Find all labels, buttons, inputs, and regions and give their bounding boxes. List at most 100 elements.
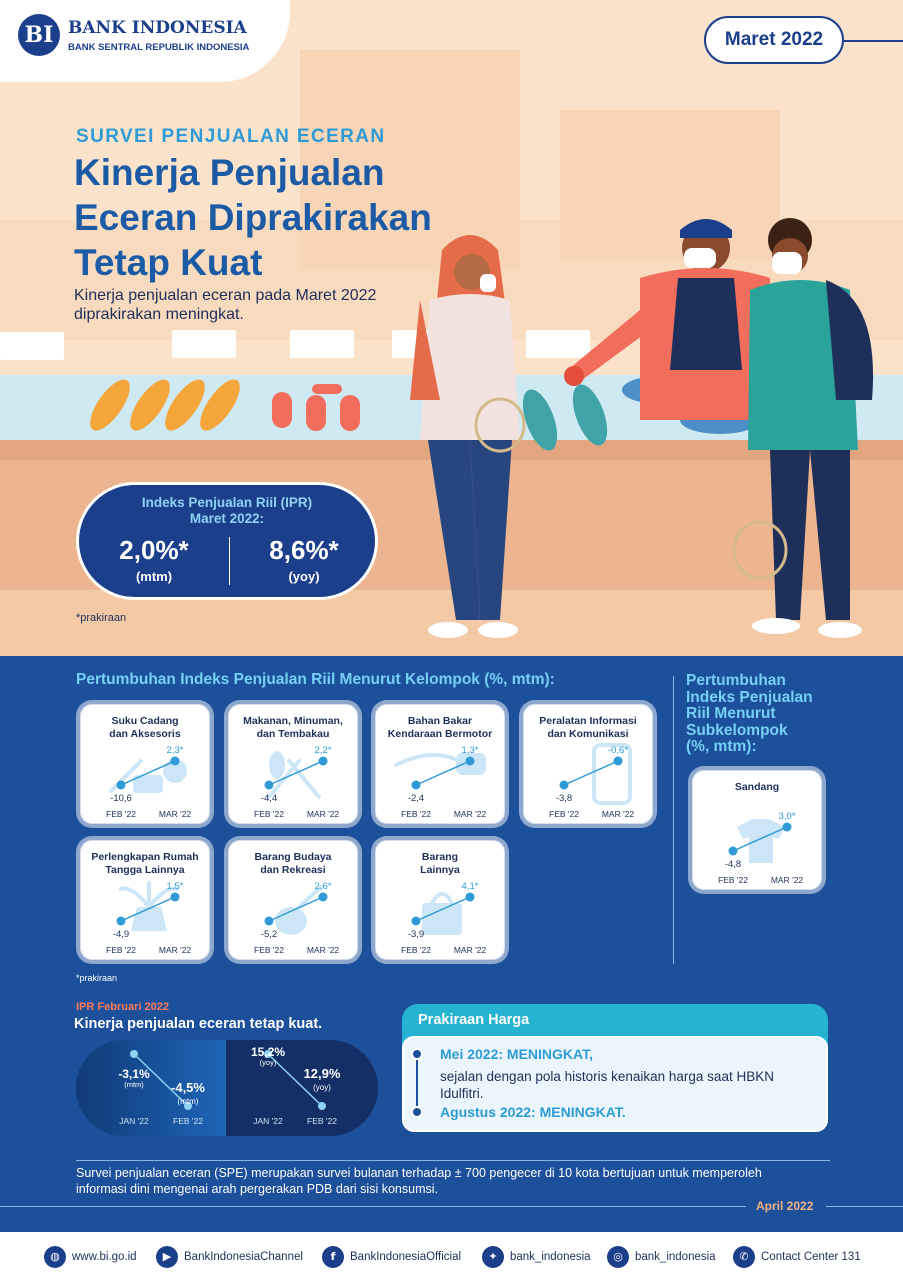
feb-point — [411, 916, 421, 926]
x-tick-label: FEB '22 — [254, 945, 284, 955]
mar-point — [613, 756, 623, 766]
price-sign — [526, 330, 590, 358]
trend-line — [268, 760, 324, 786]
subgroup-title-line: Riil Menurut — [686, 705, 776, 722]
divider — [0, 1206, 746, 1207]
x-tick-label: MAR '22 — [307, 945, 340, 955]
contact-facebook[interactable]: f BankIndonesiaOfficial — [322, 1245, 461, 1269]
card-title: Perlengkapan Rumah Tangga Lainnya — [81, 851, 209, 877]
page-title: Kinerja Penjualan Eceran Diprakirakan Te… — [74, 152, 432, 283]
globe-icon: ◍ — [44, 1246, 66, 1268]
card-chart: -4,9 1,5* FEB '22 MAR '22 — [106, 881, 191, 955]
card-chart: -2,4 1,3* FEB '22 MAR '22 — [394, 745, 486, 819]
mar-value-label: 2,2* — [315, 745, 332, 756]
pot-shape — [131, 907, 167, 931]
feb-value-label: -4,8 — [725, 859, 741, 870]
phone-call-icon: ✆ — [733, 1246, 755, 1268]
contact-instagram[interactable]: ◎ bank_indonesia — [607, 1245, 716, 1269]
card-chart: -3,9 4,1* FEB '22 MAR '22 — [401, 881, 487, 955]
kicker: SURVEI PENJUALAN ECERAN — [76, 126, 386, 147]
price-sign — [172, 330, 236, 358]
contact-label: bank_indonesia — [510, 1251, 591, 1263]
ipr-yoy-unit: (yoy) — [288, 569, 320, 584]
youtube-icon: ▶ — [156, 1246, 178, 1268]
mar-point — [465, 756, 475, 766]
x-tick-label: MAR '22 — [602, 809, 635, 819]
contact-youtube[interactable]: ▶ BankIndonesiaChannel — [156, 1245, 303, 1269]
x-tick-label: MAR '22 — [454, 945, 487, 955]
section-divider — [673, 676, 674, 964]
period-badge: Maret 2022 — [704, 16, 844, 64]
mar-value-label: 2,3* — [167, 745, 184, 756]
phone-icon — [592, 743, 632, 805]
feb-value-label: -4,4 — [261, 793, 277, 804]
card-title: Barang Budaya dan Rekreasi — [229, 851, 357, 877]
contact-twitter[interactable]: ✦ bank_indonesia — [482, 1245, 591, 1269]
ipr-title-line2: Maret 2022: — [189, 511, 265, 526]
ipr-mtm-unit: (mtm) — [135, 569, 173, 584]
prakiraan-note: *prakiraan — [76, 612, 127, 624]
subgroup-section-title: Pertumbuhan Indeks Penjualan Riil Menuru… — [686, 672, 813, 756]
card-title-line: dan Rekreasi — [260, 864, 326, 876]
x-tick-label: JAN '22 — [253, 1116, 283, 1126]
mar-point — [318, 756, 328, 766]
contact-bar: ◍ www.bi.go.id ▶ BankIndonesiaChannel f … — [0, 1232, 903, 1282]
card-title-line: Barang Budaya — [254, 851, 332, 863]
mar-value-label: 3,0* — [779, 811, 796, 822]
subgroup-title-line: Pertumbuhan — [686, 672, 786, 689]
hose-shape — [394, 753, 468, 767]
price-sign — [0, 332, 64, 360]
feb-point — [559, 780, 569, 790]
yoy-feb-point — [318, 1102, 326, 1110]
mar-value-label: 1,5* — [167, 881, 184, 892]
card-chart: -5,2 2,6* FEB '22 MAR '22 — [254, 881, 340, 955]
feb-point — [264, 780, 274, 790]
card-title-line: Peralatan Informasi — [539, 715, 637, 727]
bag-shape — [422, 903, 462, 935]
survey-description: Survei penjualan eceran (SPE) merupakan … — [76, 1166, 762, 1196]
feb-value-label: -5,2 — [261, 929, 277, 940]
ipr-divider — [229, 537, 230, 585]
mar-point — [465, 892, 475, 902]
feb-value-label: -3,8 — [556, 793, 572, 804]
x-tick-label: FEB '22 — [549, 809, 579, 819]
ipr-yoy-value: 8,6%* — [269, 535, 339, 565]
car-parts-icon — [109, 759, 187, 793]
contact-website[interactable]: ◍ www.bi.go.id — [44, 1245, 137, 1269]
mar-value-label: 4,1* — [462, 881, 479, 892]
mar-value-label: -0,6* — [608, 745, 628, 756]
card-title-line: dan Aksesoris — [109, 728, 181, 740]
mtm-feb-unit: (mtm) — [178, 1097, 199, 1106]
market-scene-illustration — [90, 218, 874, 638]
feb-summary-headline: Kinerja penjualan eceran tetap kuat. — [74, 1016, 323, 1032]
subgroup-card: Sandang -4,8 3,0* FEB '22 MAR '22 — [692, 770, 822, 890]
trend-line — [120, 760, 176, 786]
contact-label: BankIndonesiaOfficial — [350, 1251, 462, 1263]
card-title: Makanan, Minuman, dan Tembakau — [229, 715, 357, 741]
card-title-line: Kendaraan Bermotor — [387, 728, 493, 740]
brand-subtitle: BANK SENTRAL REPUBLIK INDONESIA — [68, 42, 250, 53]
feb-summary-pill: -3,1% (mtm) -4,5% (mtm) JAN '22 FEB '22 15,2%(… — [76, 1040, 378, 1136]
group-card: Barang Lainnya -3,9 4,1* FEB '22 MAR '22 — [375, 840, 505, 960]
card-title: Barang Lainnya — [376, 851, 504, 877]
yoy-feb-value: 12,9% — [304, 1066, 341, 1081]
x-tick-label: FEB '22 — [718, 875, 748, 885]
group-card: Makanan, Minuman, dan Tembakau -4,4 2,2* FEB… — [228, 704, 358, 824]
card-title-line: Tangga Lainnya — [105, 864, 185, 876]
card-title-line: Lainnya — [420, 864, 460, 876]
knife-shape — [287, 759, 321, 799]
contact-call-center[interactable]: ✆ Contact Center 131 — [733, 1245, 861, 1269]
card-title-line: Perlengkapan Rumah — [91, 851, 199, 863]
mtm-jan-unit: (mtm) — [124, 1080, 144, 1089]
ipr-title: Indeks Penjualan Riil (IPR) Maret 2022: — [79, 495, 375, 527]
period-badge-line — [844, 40, 903, 42]
phone-shape — [592, 743, 632, 805]
tire-shape — [163, 759, 187, 783]
subgroup-title-line: (%, mtm): — [686, 738, 757, 755]
lead-text: Kinerja penjualan eceran pada Maret 2022… — [74, 287, 377, 323]
bag-handle — [430, 892, 454, 905]
trend-line — [415, 896, 471, 922]
twitter-icon: ✦ — [482, 1246, 504, 1268]
yoy-jan-value: 15,2% — [251, 1045, 285, 1059]
ipr-summary-pill: Indeks Penjualan Riil (IPR) Maret 2022: … — [76, 482, 378, 600]
